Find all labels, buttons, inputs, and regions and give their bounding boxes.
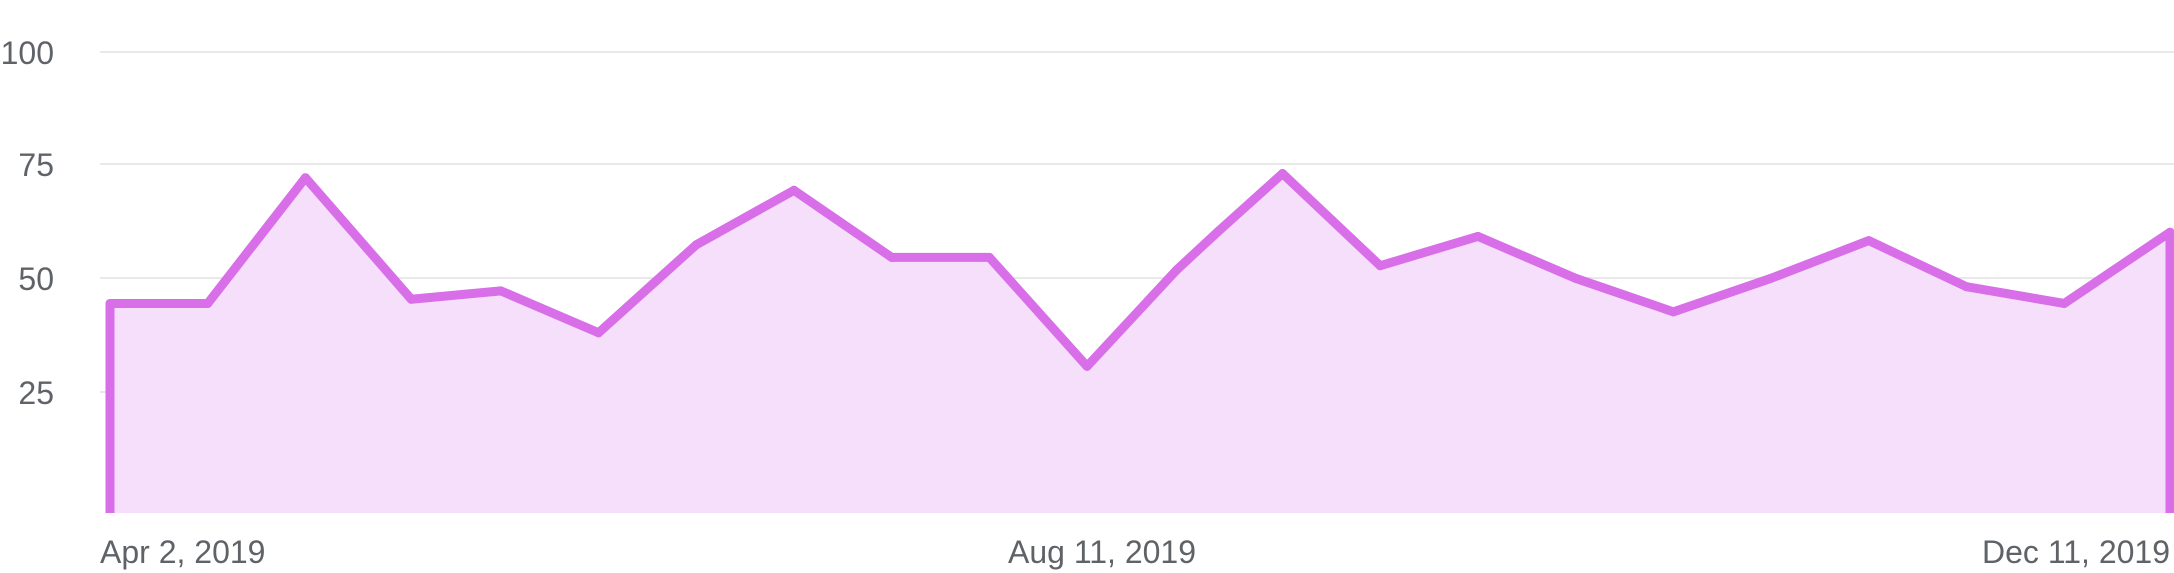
series-0-point-7 — [789, 185, 799, 195]
series-0-point-0 — [105, 298, 115, 308]
series-0-point-15 — [1473, 231, 1483, 241]
x-tick-label-end: Dec 11, 2019 — [1982, 534, 2170, 570]
series-0-area-fill — [110, 173, 2170, 513]
series-0-point-11 — [1172, 265, 1182, 275]
y-tick-label-50: 50 — [18, 261, 54, 297]
series-0-point-22 — [2165, 227, 2174, 237]
series-0-point-13 — [1277, 169, 1287, 179]
y-axis: 100 75 50 25 — [1, 35, 54, 411]
series-0-point-9 — [984, 252, 994, 262]
y-tick-label-75: 75 — [18, 147, 54, 183]
series-0-point-2 — [300, 173, 310, 183]
series-0-point-17 — [1668, 307, 1678, 317]
series-0-point-5 — [594, 328, 604, 338]
x-axis: Apr 2, 2019 Aug 11, 2019 Dec 11, 2019 — [100, 534, 2170, 570]
series-layer — [105, 169, 2174, 513]
series-0-point-16 — [1571, 273, 1581, 283]
series-0-point-19 — [1864, 236, 1874, 246]
series-0-point-18 — [1766, 273, 1776, 283]
series-0-point-6 — [691, 240, 701, 250]
y-tick-label-100: 100 — [1, 35, 54, 71]
series-0-point-20 — [1961, 282, 1971, 292]
x-tick-label-middle: Aug 11, 2019 — [1008, 534, 1196, 570]
series-0-point-1 — [203, 298, 213, 308]
series-0-point-8 — [887, 252, 897, 262]
series-0-point-12 — [1212, 227, 1222, 237]
series-0-point-3 — [406, 294, 416, 304]
series-0-point-4 — [496, 286, 506, 296]
series-0-point-14 — [1375, 261, 1385, 271]
series-0-point-21 — [2059, 298, 2069, 308]
x-tick-label-start: Apr 2, 2019 — [100, 534, 265, 570]
y-tick-label-25: 25 — [18, 375, 54, 411]
series-0-point-10 — [1082, 361, 1092, 371]
